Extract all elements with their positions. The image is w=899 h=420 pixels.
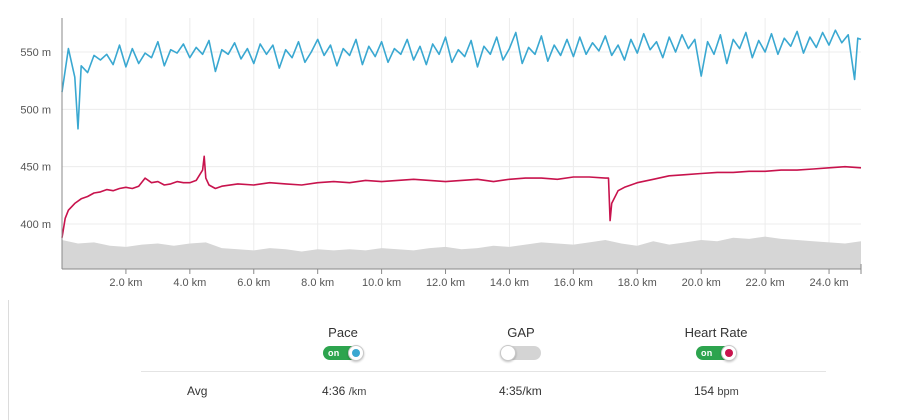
- activity-chart: 2.0 km 4.0 km 6.0 km 8.0 km 10.0 km 12.0 km 14…: [20, 18, 862, 289]
- gap-toggle-group: GAP: [441, 325, 601, 361]
- stats-divider: [141, 371, 826, 372]
- x-tick-label: 6.0 km: [237, 277, 270, 289]
- pace-toggle[interactable]: on: [323, 345, 364, 361]
- y-tick-label: 400 m: [20, 219, 51, 231]
- x-tick-label: 10.0 km: [362, 277, 401, 289]
- pace-color-dot: [352, 349, 360, 357]
- heart-rate-toggle[interactable]: on: [696, 345, 737, 361]
- x-tick-label: 16.0 km: [554, 277, 593, 289]
- x-tick-label: 4.0 km: [173, 277, 206, 289]
- x-tick-label: 22.0 km: [746, 277, 785, 289]
- y-tick-label: 550 m: [20, 47, 51, 59]
- y-tick-label: 450 m: [20, 162, 51, 174]
- heart-rate-toggle-on-text: on: [701, 348, 713, 358]
- x-tick-label: 20.0 km: [682, 277, 721, 289]
- pace-toggle-group: Pace on: [263, 325, 423, 361]
- gap-toggle[interactable]: [500, 345, 541, 361]
- avg-pace: 4:36 /km: [322, 384, 366, 398]
- pace-toggle-label: Pace: [328, 325, 358, 340]
- heart-rate-toggle-label: Heart Rate: [684, 325, 748, 340]
- pace-line: [61, 29, 862, 130]
- avg-heart-rate-unit: bpm: [717, 386, 739, 398]
- elevation-area: [62, 236, 861, 269]
- x-tick-label: 24.0 km: [809, 277, 848, 289]
- avg-label: Avg: [187, 384, 208, 398]
- pace-toggle-on-text: on: [328, 348, 340, 358]
- x-tick-label: 8.0 km: [301, 277, 334, 289]
- avg-pace-value: 4:36: [322, 384, 346, 398]
- x-tick-label: 14.0 km: [490, 277, 529, 289]
- gap-toggle-label: GAP: [507, 325, 535, 340]
- gap-toggle-knob: [500, 345, 516, 361]
- avg-gap: 4:35/km: [499, 384, 542, 398]
- heart-rate-color-dot: [725, 349, 733, 357]
- heart-rate-toggle-group: Heart Rate on: [636, 325, 796, 361]
- x-tick-label: 2.0 km: [109, 277, 142, 289]
- avg-heart-rate: 154 bpm: [694, 384, 739, 398]
- avg-heart-rate-value: 154: [694, 384, 715, 398]
- heart-rate-toggle-knob: [721, 345, 737, 361]
- chart-svg: 2.0 km 4.0 km 6.0 km 8.0 km 10.0 km 12.0 km 14…: [20, 18, 862, 289]
- y-tick-label: 500 m: [20, 104, 51, 116]
- x-tick-label: 12.0 km: [426, 277, 465, 289]
- heart-rate-line: [61, 155, 862, 238]
- avg-pace-unit: /km: [348, 386, 367, 398]
- panel-border: [8, 300, 9, 420]
- pace-toggle-knob: [348, 345, 364, 361]
- x-tick-label: 18.0 km: [618, 277, 657, 289]
